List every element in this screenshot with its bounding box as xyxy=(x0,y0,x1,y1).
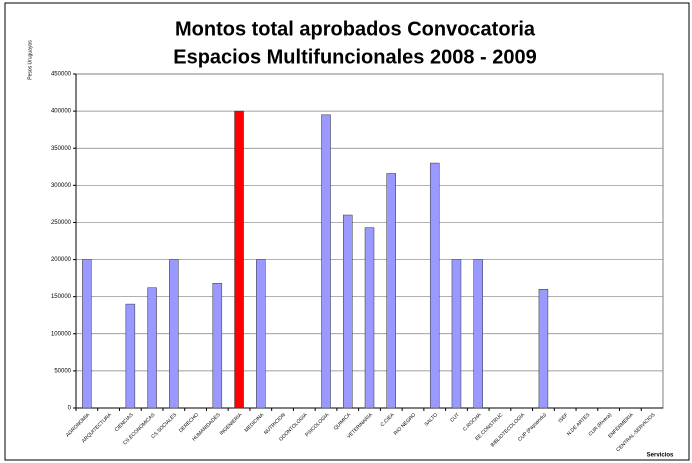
bar xyxy=(212,283,223,409)
y-tick-label: 150000 xyxy=(51,294,72,300)
bar xyxy=(169,259,179,409)
y-tick-label: 100000 xyxy=(51,331,72,337)
bar xyxy=(538,288,549,409)
bar xyxy=(429,162,440,409)
bar xyxy=(343,214,353,409)
y-tick-label: 50000 xyxy=(54,368,71,374)
bar xyxy=(82,259,92,409)
bar xyxy=(473,259,483,409)
bar xyxy=(451,259,462,409)
chart-title: Montos total aprobados Convocatoria xyxy=(175,18,536,40)
y-tick-label: 0 xyxy=(68,406,72,412)
y-tick-label: 350000 xyxy=(51,146,72,152)
y-tick-label: 300000 xyxy=(51,183,72,189)
bar xyxy=(364,227,375,409)
bar xyxy=(386,173,396,409)
y-tick-label: 400000 xyxy=(51,109,72,115)
y-tick-label: 250000 xyxy=(51,220,72,226)
chart-title: Espacios Multifuncionales 2008 - 2009 xyxy=(173,46,536,68)
bar xyxy=(234,110,244,409)
y-tick-label: 450000 xyxy=(51,72,72,78)
x-tick-label: CUT xyxy=(449,412,461,424)
bar xyxy=(321,114,331,409)
x-axis-label: Servicios xyxy=(647,453,674,459)
bar xyxy=(125,303,136,409)
y-tick-label: 200000 xyxy=(51,257,72,263)
y-axis-label: Pesos Uruguayos xyxy=(27,40,33,80)
bar xyxy=(256,259,266,409)
bar xyxy=(147,287,157,409)
